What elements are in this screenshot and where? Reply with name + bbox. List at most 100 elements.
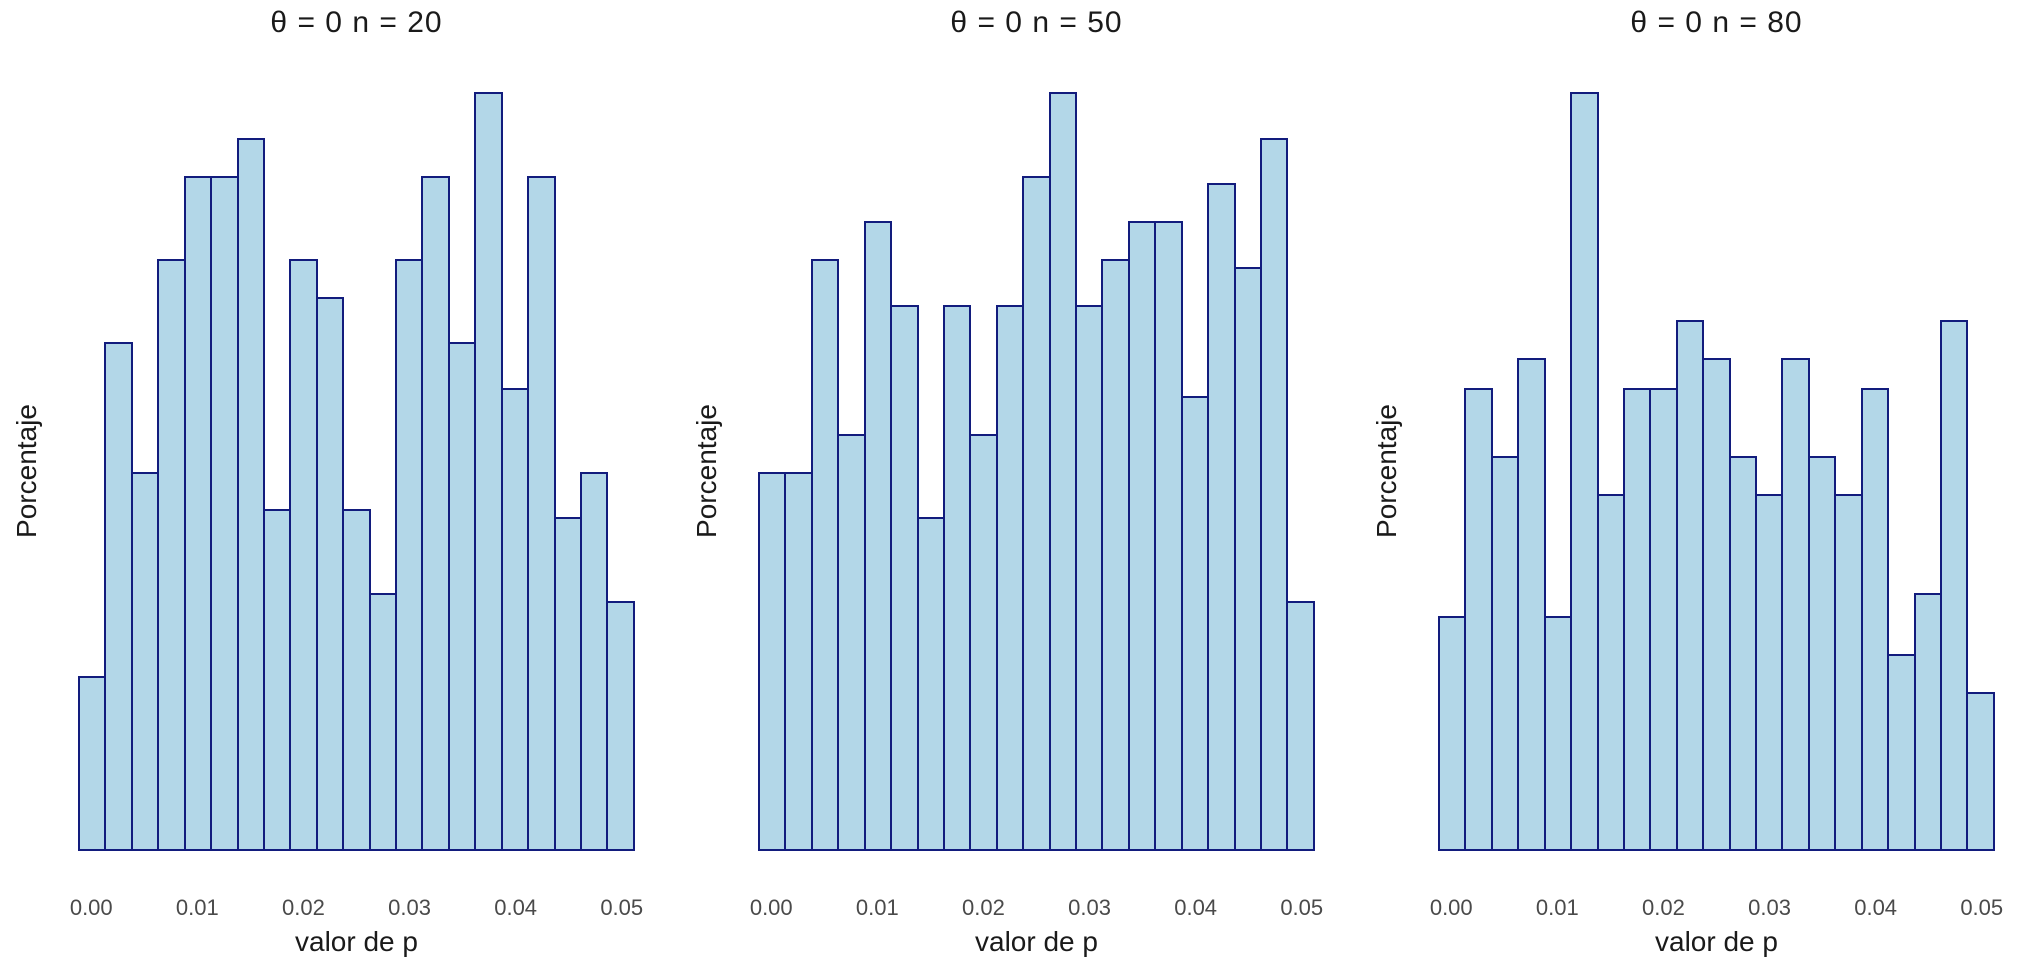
x-axis-label: valor de p <box>975 926 1098 957</box>
panel-title: θ = 0 n = 80 <box>1630 6 1803 39</box>
x-tick-label: 0.00 <box>1429 895 1473 920</box>
x-tick-label: 0.05 <box>600 895 644 920</box>
histogram-bar <box>580 471 609 851</box>
plot-area <box>78 92 635 851</box>
histogram-bar <box>890 304 919 851</box>
histogram-bar <box>553 517 583 851</box>
plot-area <box>1438 92 1995 851</box>
histogram-bar <box>1048 92 1078 851</box>
x-tick-label: 0.00 <box>749 895 793 920</box>
histogram-bar <box>1101 258 1130 851</box>
histogram-bar <box>157 258 186 851</box>
histogram-bar <box>1755 494 1784 851</box>
histogram-bar <box>1233 266 1263 851</box>
histogram-bar <box>183 175 213 851</box>
histogram-bar <box>500 388 530 851</box>
x-axis-ticks: 0.00 0.01 0.02 0.03 0.04 0.05 <box>70 895 643 923</box>
histogram-bar <box>1180 395 1210 851</box>
histogram-bar <box>1966 691 1995 851</box>
x-tick-label: 0.03 <box>1748 895 1791 920</box>
histogram-bar <box>1490 456 1520 851</box>
histogram-bar <box>1570 92 1599 851</box>
histogram-bar <box>810 258 840 851</box>
histogram-bar <box>210 175 239 851</box>
x-axis-ticks: 0.00 0.01 0.02 0.03 0.04 0.05 <box>750 895 1323 923</box>
panel-theta0-n20: θ = 0 n = 20 Porcentaje 0.00 0.01 0.02 0.03… <box>0 0 680 962</box>
histogram-bar <box>104 342 133 851</box>
histogram-bar <box>1834 494 1863 851</box>
histogram-bar <box>1438 615 1467 851</box>
histogram-bar <box>289 258 318 851</box>
x-tick-label: 0.03 <box>1068 895 1111 920</box>
histogram-bar <box>1807 456 1837 851</box>
histogram-bar <box>1207 183 1236 851</box>
panel-theta0-n50: θ = 0 n = 50 Porcentaje 0.00 0.01 0.02 0.03… <box>680 0 1360 962</box>
histogram-bar <box>1675 319 1705 851</box>
histogram-bar <box>758 471 787 851</box>
histogram-bar <box>368 592 398 851</box>
histogram-bar <box>1913 592 1943 851</box>
histogram-bar <box>342 509 371 851</box>
histogram-bar <box>527 175 556 851</box>
x-tick-label: 0.01 <box>175 895 219 920</box>
histogram-bar <box>784 471 813 851</box>
histogram-bar <box>1022 175 1051 851</box>
x-tick-label: 0.02 <box>1642 895 1685 920</box>
histogram-bar <box>1887 653 1916 851</box>
histogram-bar <box>1781 357 1810 851</box>
x-axis-ticks: 0.00 0.01 0.02 0.03 0.04 0.05 <box>1430 895 2003 923</box>
histogram-bar <box>474 92 503 851</box>
histogram-bar <box>421 175 450 851</box>
x-tick-label: 0.04 <box>494 895 538 920</box>
x-tick-label: 0.01 <box>855 895 899 920</box>
histogram-bar <box>1649 388 1678 851</box>
x-tick-label: 0.05 <box>1280 895 1324 920</box>
histogram-bar <box>315 296 345 851</box>
histogram-bar <box>395 258 424 851</box>
x-tick-label: 0.04 <box>1174 895 1218 920</box>
histogram-bar <box>1127 221 1157 851</box>
histogram-bar <box>863 221 893 851</box>
histogram-bar <box>1860 388 1890 851</box>
histogram-bar <box>1543 615 1573 851</box>
y-axis-label: Porcentaje <box>1371 404 1402 538</box>
histogram-bar <box>447 342 477 851</box>
x-axis-label: valor de p <box>1655 926 1778 957</box>
x-tick-label: 0.02 <box>962 895 1005 920</box>
x-axis-label: valor de p <box>295 926 418 957</box>
panel-title: θ = 0 n = 50 <box>950 6 1123 39</box>
histogram-bar <box>1075 304 1104 851</box>
histogram-bar <box>969 433 998 851</box>
x-tick-label: 0.02 <box>282 895 325 920</box>
histogram-bar <box>1940 319 1969 851</box>
panel-title: θ = 0 n = 20 <box>270 6 443 39</box>
panel-theta0-n80: θ = 0 n = 80 Porcentaje 0.00 0.01 0.02 0.03… <box>1360 0 2040 962</box>
histogram-bar <box>236 137 265 851</box>
y-axis-label: Porcentaje <box>691 404 722 538</box>
plot-area <box>758 92 1315 851</box>
histogram-bar <box>1286 600 1315 851</box>
histogram-bar <box>1260 137 1289 851</box>
x-tick-label: 0.00 <box>69 895 113 920</box>
histogram-bar <box>995 304 1025 851</box>
histogram-bar <box>1596 494 1625 851</box>
histogram-bar <box>1622 388 1652 851</box>
histogram-bar <box>1728 456 1758 851</box>
x-tick-label: 0.01 <box>1535 895 1579 920</box>
histogram-bar <box>837 433 866 851</box>
x-tick-label: 0.04 <box>1854 895 1898 920</box>
histogram-bar <box>942 304 972 851</box>
histogram-bar <box>1702 357 1731 851</box>
histogram-bar <box>262 509 292 851</box>
histogram-bar <box>78 676 107 851</box>
histogram-bar <box>916 517 945 851</box>
histogram-bar <box>130 471 160 851</box>
histogram-bar <box>606 600 635 851</box>
x-tick-label: 0.03 <box>388 895 431 920</box>
histogram-bar <box>1154 221 1183 851</box>
x-tick-label: 0.05 <box>1960 895 2004 920</box>
histogram-bar <box>1464 388 1493 851</box>
histogram-bar <box>1517 357 1546 851</box>
y-axis-label: Porcentaje <box>11 404 42 538</box>
